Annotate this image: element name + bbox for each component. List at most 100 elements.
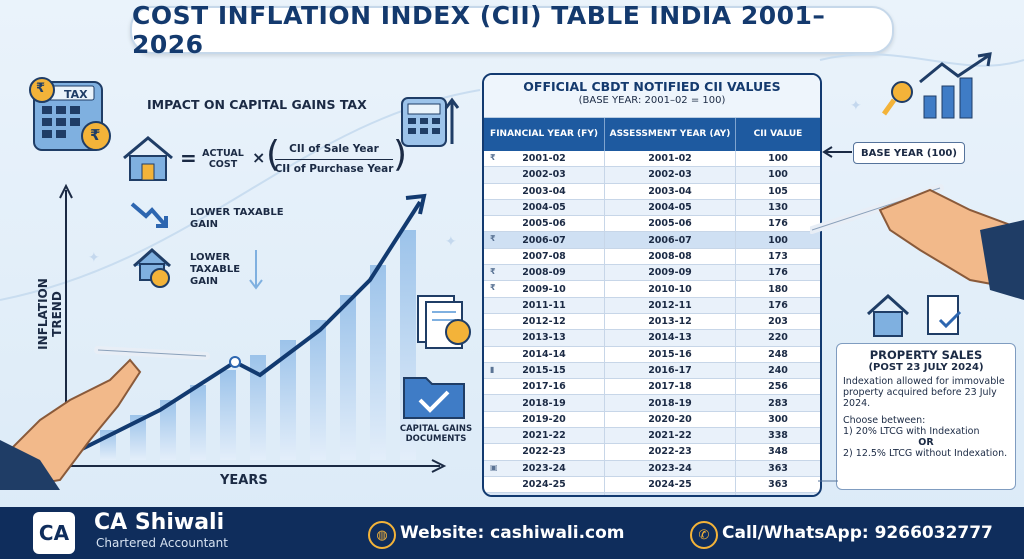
table-cell-fy: 2021-22 — [484, 427, 605, 445]
row-icon: ▤ — [490, 495, 498, 497]
thin-down-arrow-icon — [249, 250, 263, 290]
table-cell-fy: 2003-04 — [484, 183, 605, 200]
table-row: 2005-06 2005-06 176 — [484, 215, 820, 233]
table-cell-ay: 2012-11 — [604, 297, 736, 314]
table-cell-ay: 2010-10 — [604, 280, 736, 298]
fy-value: 2007-08 — [522, 250, 566, 262]
table-cell-fy: ▣ 2023-24 — [484, 460, 605, 477]
table-cell-cii: 180 — [735, 280, 820, 298]
table-cell-cii: 248 — [735, 346, 820, 363]
row-icon: ₹ — [490, 283, 496, 293]
col-ay-header: ASSESSMENT YEAR (AY) — [604, 118, 736, 151]
row-icon: ▣ — [490, 462, 498, 472]
table-row: ₹2006-07 2006-07 100 — [484, 231, 820, 249]
table-cell-cii: 240 — [735, 362, 820, 380]
fy-value: 2024-25 — [522, 479, 566, 491]
table-cell-fy: ₹2009-10 — [484, 280, 605, 298]
fy-value: 2018-19 — [522, 397, 566, 409]
table-cell-ay: 2015-16 — [604, 346, 736, 363]
footer-bar — [0, 507, 1024, 559]
table-cell-fy: 2005-06 — [484, 215, 605, 233]
table-cell-cii: 176 — [735, 264, 820, 282]
calculator-chart-icon — [401, 97, 460, 147]
table-cell-ay: Projected figure — [604, 492, 736, 495]
tax-label: TAX — [64, 88, 88, 101]
table-cell-fy: 2002-03 — [484, 166, 605, 184]
table-row: 2021-22 2021-22 338 — [484, 427, 820, 445]
property-sales-box: PROPERTY SALES (POST 23 JULY 2024) Index… — [836, 343, 1016, 490]
table-row: 2002-03 2002-03 100 — [484, 166, 820, 184]
table-heading: OFFICIAL CBDT NOTIFIED CII VALUES — [523, 79, 781, 94]
table-cell-fy: 2004-05 — [484, 199, 605, 217]
fy-value: 2004-05 — [522, 202, 566, 214]
table-cell-cii: 363 — [735, 476, 820, 494]
property-paragraph: Indexation allowed for immovable propert… — [843, 376, 1005, 409]
table-cell-ay: 2005-06 — [604, 215, 736, 233]
property-title: PROPERTY SALES — [869, 348, 983, 362]
table-header: OFFICIAL CBDT NOTIFIED CII VALUES (BASE … — [484, 75, 820, 118]
table-subheading: (BASE YEAR: 2001–02 = 100) — [578, 95, 726, 106]
table-cell-cii: 338 — [735, 427, 820, 445]
table-cell-ay: 2018-19 — [604, 394, 736, 412]
property-choose: Choose between: — [843, 415, 926, 426]
globe-icon: ◍ — [368, 521, 396, 549]
hand-pen-illustration — [0, 346, 210, 490]
table-row: ▣ 2023-24 2023-24 363 — [484, 460, 820, 477]
table-row: 2018-19 2018-19 283 — [484, 394, 820, 412]
table-row: 2012-12 2013-12 203 — [484, 313, 820, 331]
cii-table: FINANCIAL YEAR (FY) ASSESSMENT YEAR (AY)… — [484, 118, 820, 497]
table-cell-fy: 2018-19 — [484, 394, 605, 412]
key-growth-chart-icon — [881, 52, 992, 119]
times-sign: × — [252, 148, 266, 167]
svg-text:✦: ✦ — [850, 98, 862, 114]
table-cell-fy: 2022-23 — [484, 443, 605, 461]
table-row: 2007-08 2008-08 173 — [484, 248, 820, 266]
fy-value: 2015-15 — [522, 365, 566, 376]
table-cell-cii: 300 — [735, 411, 820, 429]
rupee-coin-icon-2: ₹ — [90, 126, 101, 144]
property-option-2: 2) 12.5% LTCG without Indexation. — [843, 448, 1008, 459]
fy-value: 2001-02 — [522, 153, 566, 165]
table-cell-ay: 2001-02 — [604, 151, 736, 168]
table-cell-cii: 283 — [735, 394, 820, 412]
col-fy-header: FINANCIAL YEAR (FY) — [484, 118, 605, 151]
table-row: 2004-05 2004-05 130 — [484, 199, 820, 217]
table-cell-ay: 2008-08 — [604, 248, 736, 266]
table-cell-ay: 2014-13 — [604, 329, 736, 347]
property-option-1: 1) 20% LTCG with Indexation — [843, 426, 980, 437]
table-cell-ay: 2002-03 — [604, 166, 736, 184]
table-cell-fy: 2007-08 — [484, 248, 605, 266]
table-row: 2019-20 2020-20 300 — [484, 411, 820, 429]
table-cell-ay: 2020-20 — [604, 411, 736, 429]
folder-check-icon — [403, 377, 465, 419]
table-cell-fy: 2011-11 — [484, 297, 605, 314]
phone-link[interactable]: Call/WhatsApp: 9266032777 — [722, 523, 993, 543]
fraction-line — [275, 159, 393, 160]
house-icon — [123, 136, 173, 181]
formula-numerator: CII of Sale Year — [289, 143, 379, 155]
table-cell-cii: 176 — [735, 297, 820, 314]
house-document-icon — [866, 293, 962, 337]
fy-value: 2006-07 — [522, 234, 566, 246]
table-row: ▤ 2025-26 Projected figure376 — [484, 492, 820, 497]
fy-value: 2002-03 — [522, 169, 566, 181]
table-row: ₹2008-09 2009-09 176 — [484, 264, 820, 282]
fy-value: 2009-10 — [522, 283, 566, 295]
connector-line — [818, 480, 838, 482]
table-cell-cii: 220 — [735, 329, 820, 347]
table-row: 2017-16 2017-18 256 — [484, 378, 820, 396]
table-cell-cii: 176 — [735, 215, 820, 233]
table-cell-cii: 100 — [735, 231, 820, 249]
fy-value: 2013-13 — [522, 332, 566, 344]
table-cell-fy: 2013-13 — [484, 329, 605, 347]
equals-sign: = — [180, 146, 197, 170]
fy-value: 2025-26 — [522, 495, 566, 497]
fy-value: 2008-09 — [522, 267, 566, 279]
table-cell-cii: 203 — [735, 313, 820, 331]
table-cell-ay: 2016-17 — [604, 362, 736, 380]
brand-name: CA Shiwali — [94, 510, 225, 535]
paren-left: ( — [266, 134, 281, 175]
website-link[interactable]: Website: cashiwali.com — [400, 523, 625, 543]
table-row: 2024-25 2024-25 363 — [484, 476, 820, 494]
whatsapp-icon: ✆ — [690, 521, 718, 549]
